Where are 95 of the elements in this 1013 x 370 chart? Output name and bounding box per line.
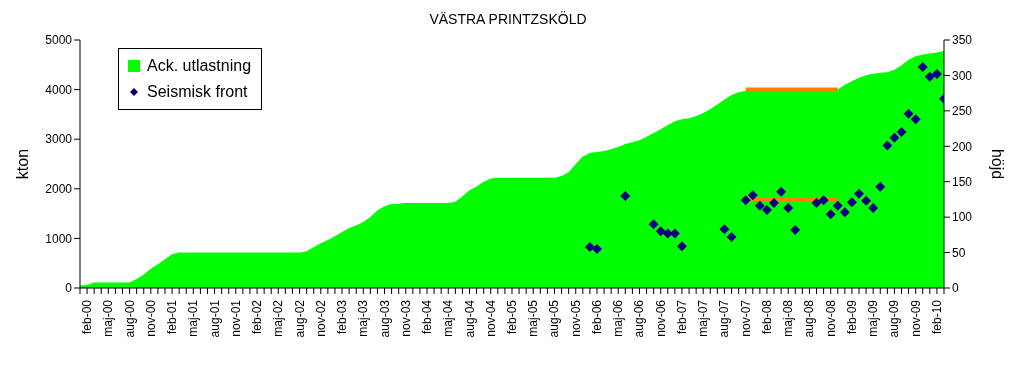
x-tick-label: feb-01 (165, 299, 180, 335)
point (917, 61, 928, 72)
y-tick-label: 2000 (45, 182, 73, 197)
point (662, 228, 673, 239)
y2-tick-label: 0 (952, 281, 959, 296)
point (620, 190, 631, 201)
x-tick-label: aug-03 (377, 299, 392, 338)
point (896, 127, 907, 138)
y2-tick-label: 250 (952, 104, 973, 119)
point (719, 224, 730, 235)
y2-axis-title: höjd (989, 148, 1007, 180)
point (769, 197, 780, 208)
x-tick-label: aug-02 (292, 299, 307, 338)
point (854, 188, 865, 199)
x-tick-label: maj-03 (356, 299, 371, 337)
x-tick-label: feb-08 (759, 299, 774, 335)
x-tick-label: maj-08 (781, 299, 796, 337)
point (839, 207, 850, 218)
point (868, 202, 879, 213)
y-tick-label: 5000 (45, 33, 73, 48)
x-tick-label: maj-07 (696, 299, 711, 337)
y-tick-label: 0 (65, 281, 73, 296)
point (591, 244, 602, 255)
x-tick-label: maj-09 (866, 299, 881, 337)
x-tick-label: aug-00 (122, 299, 137, 338)
point (648, 219, 659, 230)
x-tick-label: maj-01 (186, 299, 201, 337)
y2-tick-label: 300 (952, 68, 973, 83)
y2-tick-label: 100 (952, 210, 973, 225)
point (889, 132, 900, 143)
chart-title: VÄSTRA PRINTZSKÖLD (428, 10, 588, 29)
x-tick-label: aug-09 (887, 299, 902, 338)
point (754, 200, 765, 211)
x-tick-label: nov-08 (823, 299, 838, 337)
x-tick-label: feb-04 (420, 299, 435, 335)
x-tick-label: nov-00 (143, 299, 158, 337)
point (832, 200, 843, 211)
x-tick-label: aug-08 (802, 299, 817, 338)
point (903, 108, 914, 119)
point (825, 209, 836, 220)
x-tick-label: nov-04 (483, 299, 498, 337)
y-tick-label: 4000 (45, 82, 73, 97)
point (726, 231, 737, 242)
x-tick-label: maj-06 (611, 299, 626, 337)
point (584, 241, 595, 252)
x-tick-label: feb-02 (250, 299, 265, 335)
x-tick-label: feb-05 (505, 299, 519, 335)
x-tick-label: feb-06 (589, 299, 604, 335)
x-tick-label: maj-00 (101, 299, 116, 337)
y-tick-label: 1000 (45, 231, 73, 246)
x-tick-label: feb-09 (844, 299, 859, 335)
x-tick-label: feb-10 (929, 299, 944, 335)
point (776, 186, 787, 197)
x-tick-label: aug-06 (632, 299, 647, 338)
y2-tick-label: 50 (952, 245, 966, 260)
point (882, 140, 893, 151)
legend-label: Ack. utlastning (147, 57, 252, 75)
point (846, 197, 857, 208)
x-tick-label: aug-04 (462, 299, 477, 338)
x-tick-label: nov-06 (653, 299, 668, 337)
x-tick-label: nov-07 (738, 299, 753, 337)
x-tick-label: nov-03 (398, 299, 413, 337)
x-tick-label: maj-05 (526, 299, 541, 337)
legend-label: Seismisk front (147, 83, 248, 101)
x-tick-label: nov-01 (228, 299, 243, 337)
point (783, 202, 794, 213)
point (910, 114, 921, 125)
x-tick-label: feb-03 (335, 299, 350, 335)
point (861, 195, 872, 206)
y2-tick-label: 350 (952, 33, 973, 48)
x-tick-label: aug-05 (547, 299, 562, 338)
point (875, 181, 886, 192)
point (818, 195, 829, 206)
point (676, 241, 687, 252)
x-tick-label: aug-07 (717, 299, 732, 338)
point (740, 195, 751, 206)
point (931, 69, 942, 80)
y2-tick-label: 200 (952, 139, 973, 154)
point (811, 197, 822, 208)
x-tick-label: aug-01 (207, 299, 222, 338)
x-tick-label: nov-02 (313, 299, 328, 337)
x-tick-label: feb-00 (80, 299, 95, 335)
y2-tick-label: 150 (952, 174, 973, 189)
point (790, 224, 801, 235)
point (924, 71, 935, 82)
x-tick-label: nov-09 (908, 299, 923, 337)
point (761, 205, 772, 216)
x-tick-label: feb-07 (674, 299, 689, 335)
y-tick-label: 3000 (45, 132, 73, 147)
x-tick-label: nov-05 (568, 299, 583, 337)
x-tick-label: maj-04 (441, 299, 456, 337)
point (655, 226, 666, 237)
y-axis-title: kton (13, 148, 31, 180)
x-tick-label: maj-02 (271, 299, 286, 337)
point (747, 190, 758, 201)
